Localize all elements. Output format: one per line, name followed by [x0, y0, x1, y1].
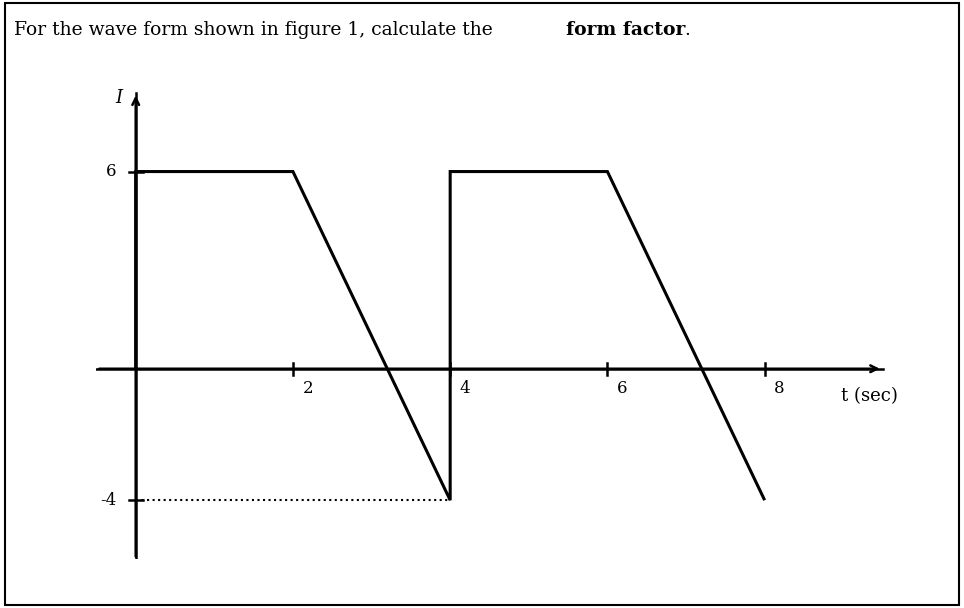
Text: I: I [115, 89, 122, 108]
Text: -4: -4 [100, 492, 116, 509]
Text: .: . [684, 21, 690, 40]
Text: 6: 6 [617, 380, 628, 397]
Text: t (sec): t (sec) [842, 387, 898, 405]
Text: 6: 6 [105, 163, 116, 180]
Text: For the wave form shown in figure 1, calculate the: For the wave form shown in figure 1, cal… [14, 21, 499, 40]
Text: 8: 8 [774, 380, 785, 397]
Text: 4: 4 [460, 380, 470, 397]
Text: 2: 2 [303, 380, 313, 397]
Text: form factor: form factor [566, 21, 685, 40]
